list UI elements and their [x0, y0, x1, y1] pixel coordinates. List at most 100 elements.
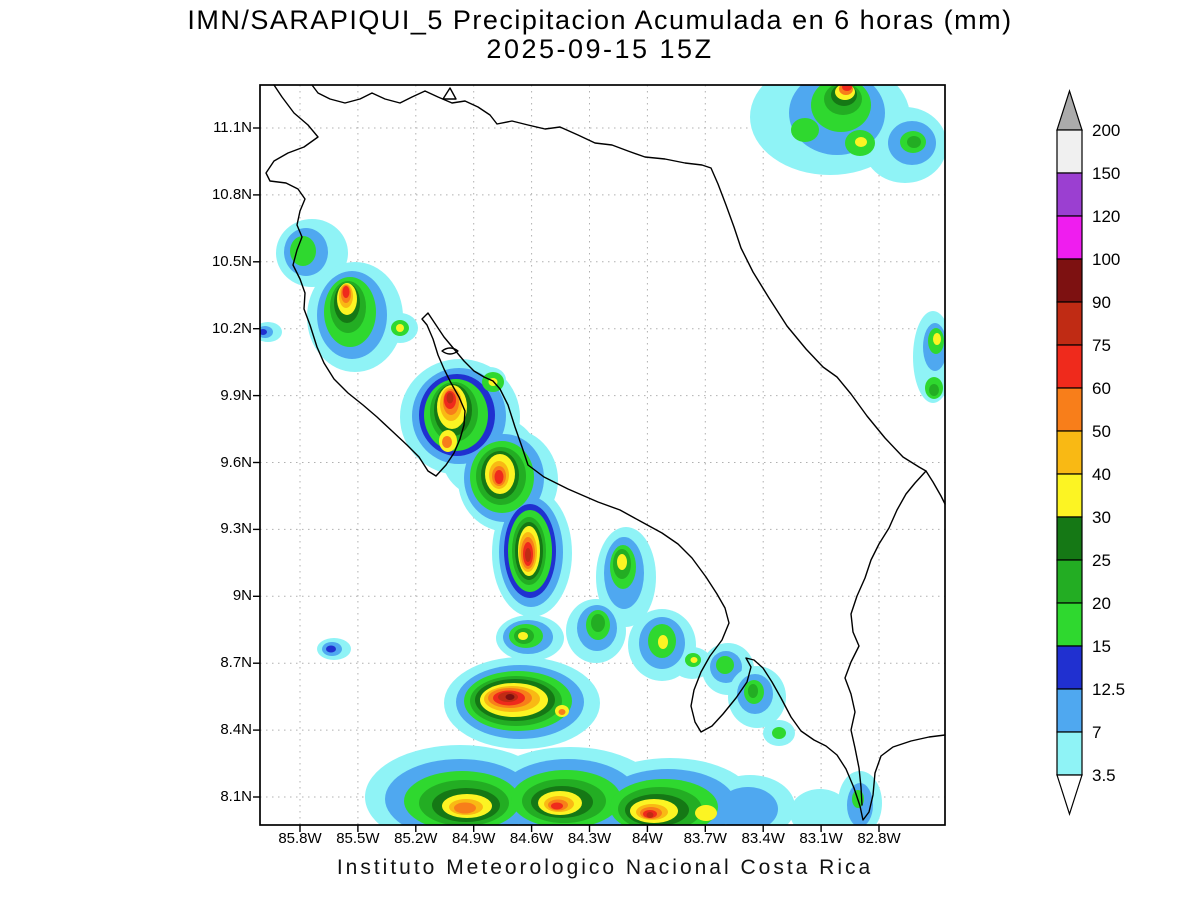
- precip-contour: [342, 286, 350, 298]
- colorbar-label: 30: [1092, 508, 1111, 527]
- colorbar: 200 150 120 100 90 75 60 50 40 30 25 20 15 12.5 7 3.5: [1050, 85, 1200, 830]
- x-tick-label: 84.3W: [567, 830, 612, 847]
- colorbar-segment: [1056, 430, 1083, 475]
- precip-contour: [591, 614, 605, 632]
- colorbar-segment: [1056, 387, 1083, 432]
- precip-contour: [842, 85, 852, 91]
- precip-contour: [326, 645, 336, 653]
- colorbar-label: 15: [1092, 637, 1111, 656]
- precip-cluster-northwest: [260, 219, 418, 372]
- colorbar-segment: [1056, 129, 1083, 174]
- x-tick-label: 85.5W: [336, 830, 380, 847]
- colorbar-label: 75: [1092, 336, 1111, 355]
- colorbar-segment: [1056, 516, 1083, 561]
- precip-contour: [494, 470, 504, 484]
- colorbar-segment: [1056, 473, 1083, 518]
- map-canvas: [253, 84, 946, 832]
- x-tick-label: 83.7W: [683, 830, 727, 847]
- lake-island-outline: [442, 87, 457, 100]
- precip-contour: [551, 802, 563, 810]
- precip-contour: [855, 137, 867, 147]
- colorbar-segment: [1056, 645, 1083, 690]
- x-tick-label: 84.9W: [452, 830, 496, 847]
- precip-contour: [716, 656, 734, 674]
- y-tick-label: 10.2N: [211, 319, 252, 337]
- gulf-island-outline: [441, 347, 459, 355]
- colorbar-segment: [1056, 688, 1083, 733]
- colorbar-segment: [1056, 602, 1083, 647]
- precip-contour: [933, 333, 941, 345]
- precip-contour: [695, 805, 717, 821]
- colorbar-label: 100: [1092, 250, 1120, 269]
- precip-contour: [791, 118, 819, 142]
- precip-contour: [446, 392, 454, 404]
- coastline-pacific: [265, 84, 946, 821]
- precip-contour: [442, 436, 452, 448]
- colorbar-label: 40: [1092, 465, 1111, 484]
- precip-contour: [558, 709, 566, 715]
- precip-cluster-osa-storm: [444, 657, 600, 749]
- precip-contour: [690, 657, 698, 663]
- precip-band-bottom: [365, 745, 882, 825]
- page-title: IMN/SARAPIQUI_5 Precipitacion Acumulada …: [187, 5, 1013, 35]
- precip-contour: [260, 329, 267, 335]
- precip-contour: [454, 802, 476, 814]
- colorbar-segment: [1056, 301, 1083, 346]
- colorbar-segment: [1056, 559, 1083, 604]
- colorbar-arrow-top: [1056, 89, 1083, 131]
- precip-cluster-northeast: [750, 85, 945, 183]
- colorbar-label: 120: [1092, 207, 1120, 226]
- y-tick-label: 8.1N: [220, 788, 252, 805]
- x-tick-label: 83.4W: [741, 830, 785, 847]
- colorbar-label: 50: [1092, 422, 1111, 441]
- y-tick-label: 9.6N: [220, 453, 252, 471]
- precip-cluster-central: [400, 359, 572, 617]
- precip-contour: [290, 236, 316, 266]
- y-tick-label: 11.1N: [213, 119, 252, 136]
- y-tick-label: 8.7N: [220, 654, 252, 672]
- precip-contour: [772, 727, 786, 739]
- x-tick-label: 83.1W: [799, 830, 843, 847]
- colorbar-label: 12.5: [1092, 680, 1125, 699]
- precip-contour: [617, 554, 627, 570]
- page-subtitle: 2025-09-15 15Z: [486, 34, 714, 64]
- precip-contour: [718, 787, 778, 825]
- map-plot: [253, 84, 946, 832]
- colorbar-label: 7: [1092, 723, 1101, 742]
- colorbar-arrow-bottom: [1056, 774, 1083, 816]
- colorbar-canvas: 200 150 120 100 90 75 60 50 40 30 25 20 15 12.5 7 3.5: [1056, 89, 1125, 816]
- precip-contour: [658, 635, 668, 649]
- y-tick-label: 9N: [232, 587, 252, 605]
- precip-contour: [646, 812, 654, 818]
- y-tick-label: 8.4N: [220, 721, 252, 739]
- precipitation-field: [260, 85, 945, 825]
- colorbar-label: 20: [1092, 594, 1111, 613]
- colorbar-label: 200: [1092, 121, 1120, 140]
- colorbar-label: 60: [1092, 379, 1111, 398]
- coastline-caribbean-border: [311, 84, 946, 505]
- x-tick-label: 84W: [631, 830, 663, 847]
- precip-cluster-mid-valley: [596, 527, 656, 627]
- panama-border-line: [844, 470, 927, 806]
- y-tick-label: 9.9N: [220, 386, 252, 404]
- x-tick-label: 85.8W: [278, 830, 322, 847]
- colorbar-label: 150: [1092, 164, 1120, 183]
- y-tick-label: 10.5N: [211, 252, 252, 270]
- colorbar-segment: [1056, 731, 1083, 776]
- precip-contour: [907, 136, 921, 148]
- colorbar-segment: [1056, 258, 1083, 303]
- precip-contour: [748, 684, 758, 698]
- plot-border: [259, 84, 946, 826]
- colorbar-segment: [1056, 172, 1083, 217]
- precip-contour: [525, 548, 531, 562]
- precip-contour: [396, 324, 404, 332]
- precip-contour: [505, 694, 515, 700]
- y-tick-label: 9.3N: [220, 520, 252, 538]
- x-tick-label: 85.2W: [394, 830, 438, 847]
- precip-contour: [790, 789, 850, 825]
- footer-caption: Instituto Meteorologico Nacional Costa R…: [336, 856, 874, 879]
- x-tick-label: 84.6W: [509, 830, 554, 847]
- colorbar-segment: [1056, 215, 1083, 260]
- x-tick-label: 82.8W: [857, 830, 901, 847]
